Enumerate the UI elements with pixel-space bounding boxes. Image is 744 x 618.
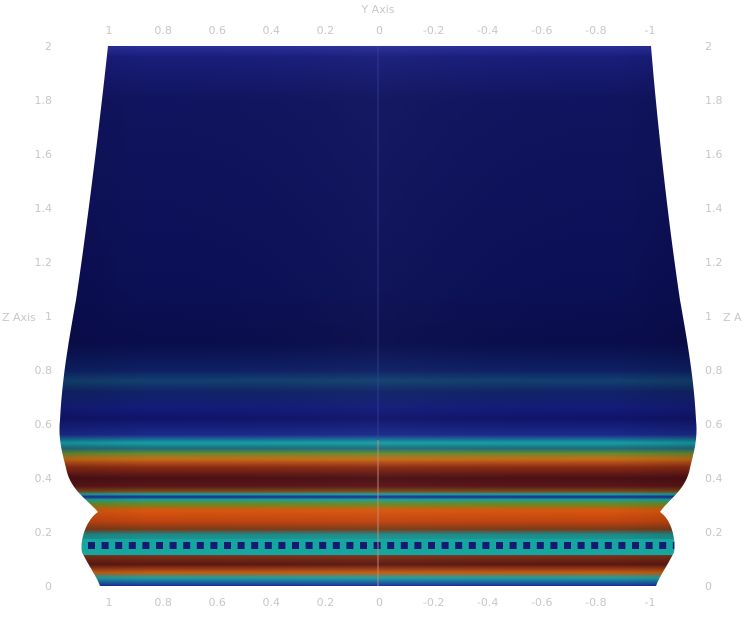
z-axis-tick-label: 2 [45,40,52,53]
z-axis-tick-label: 0 [45,580,52,593]
y-axis-tick-label: 0 [376,596,383,609]
cell-square [428,542,435,549]
y-axis-tick-label: 0 [376,24,383,37]
cell-square [509,542,517,549]
cell-square [292,542,299,549]
y-axis-tick-label: 0.6 [208,24,226,37]
y-axis-tick-label: -0.2 [423,24,444,37]
y-axis-tick-label: 0.6 [208,596,226,609]
y-axis-tick-label: 0.8 [154,24,172,37]
y-axis-tick-label: -1 [645,596,656,609]
cell-square [237,542,245,549]
cell-square [196,542,204,549]
z-axis-tick-label: 1.2 [35,256,53,269]
cell-square [632,542,639,549]
y-axis-tick-label: 0.4 [263,24,281,37]
z-axis-tick-label: 0.6 [35,418,53,431]
z-axis-tick-label: 1.2 [705,256,723,269]
cell-square [373,542,381,549]
cell-pattern-row [80,539,680,555]
cell-square [224,542,231,549]
cell-square [468,542,476,549]
z-axis-title-left: Z Axis [2,311,36,324]
z-axis-tick-label: 1.6 [35,148,53,161]
cell-square [264,542,272,549]
cell-square [659,542,667,549]
cell-square [101,542,109,549]
y-axis-tick-label: 0.2 [317,596,335,609]
y-axis-tick-label: -0.8 [585,24,606,37]
y-axis-tick-label: 1 [106,24,113,37]
y-axis-tick-label: -0.2 [423,596,444,609]
z-axis-ticks-right: 2 1.8 1.6 1.4 1.2 1 0.8 0.6 0.4 0.2 0 [705,40,723,593]
y-axis-tick-label: -1 [645,24,656,37]
z-axis-tick-label: 0.8 [705,364,723,377]
y-axis-ticks-bottom: 1 0.8 0.6 0.4 0.2 0 -0.2 -0.4 -0.6 -0.8 -1 [106,596,656,609]
cell-square [455,542,463,549]
y-axis-tick-label: -0.6 [531,24,552,37]
cell-square [482,542,490,549]
z-axis-tick-label: 1.4 [705,202,723,215]
z-axis-tick-label: 0.8 [35,364,53,377]
cell-square [645,542,653,549]
cell-square [414,542,422,549]
y-axis-tick-label: -0.8 [585,596,606,609]
z-axis-tick-label: 0.6 [705,418,723,431]
y-axis-tick-label: -0.4 [477,596,498,609]
cell-square [564,542,571,549]
y-axis-ticks-top: 1 0.8 0.6 0.4 0.2 0 -0.2 -0.4 -0.6 -0.8 -1 [106,24,656,37]
cell-square [400,542,408,549]
cell-square [142,542,150,549]
z-axis-tick-label: 1.8 [705,94,723,107]
cell-square [346,542,354,549]
cell-square [618,542,626,549]
y-axis-tick-label: 0.4 [263,596,281,609]
cell-square [210,542,218,549]
z-axis-tick-label: 0.2 [35,526,53,539]
cell-square [387,542,395,549]
cell-square [672,542,680,549]
z-axis-title-right: Z A [723,311,742,324]
cell-square [536,542,544,549]
cell-square [169,542,177,549]
cell-square [591,542,599,549]
z-axis-tick-label: 1.6 [705,148,723,161]
cell-square [577,542,585,549]
cell-square [441,542,449,549]
cell-square [523,542,531,549]
cell-square [319,542,327,549]
cell-square [305,542,313,549]
y-axis-tick-label: -0.6 [531,596,552,609]
surface-body [59,46,697,586]
z-axis-tick-label: 1 [705,310,712,323]
cell-square [88,542,95,549]
cell-square [183,542,191,549]
z-axis-tick-label: 0.4 [705,472,723,485]
z-axis-tick-label: 0.4 [35,472,53,485]
cell-square [156,542,163,549]
z-axis-tick-label: 2 [705,40,712,53]
z-axis-tick-label: 0.2 [705,526,723,539]
y-axis-tick-label: 0.8 [154,596,172,609]
cell-square [360,542,367,549]
y-axis-tick-label: -0.4 [477,24,498,37]
z-axis-tick-label: 0 [705,580,712,593]
cell-square [550,542,558,549]
y-axis-title: Y Axis [360,3,394,16]
cell-square [115,542,123,549]
cell-square [604,542,612,549]
z-axis-tick-label: 1.4 [35,202,53,215]
cell-square [251,542,259,549]
cell-square [496,542,503,549]
z-axis-ticks-left: 2 1.8 1.6 1.4 1.2 1 0.8 0.6 0.4 0.2 0 [35,40,53,593]
cell-square [278,542,286,549]
cell-square [128,542,136,549]
y-axis-tick-label: 0.2 [317,24,335,37]
z-axis-tick-label: 1 [45,310,52,323]
z-axis-tick-label: 1.8 [35,94,53,107]
y-axis-tick-label: 1 [106,596,113,609]
cell-square [332,542,340,549]
